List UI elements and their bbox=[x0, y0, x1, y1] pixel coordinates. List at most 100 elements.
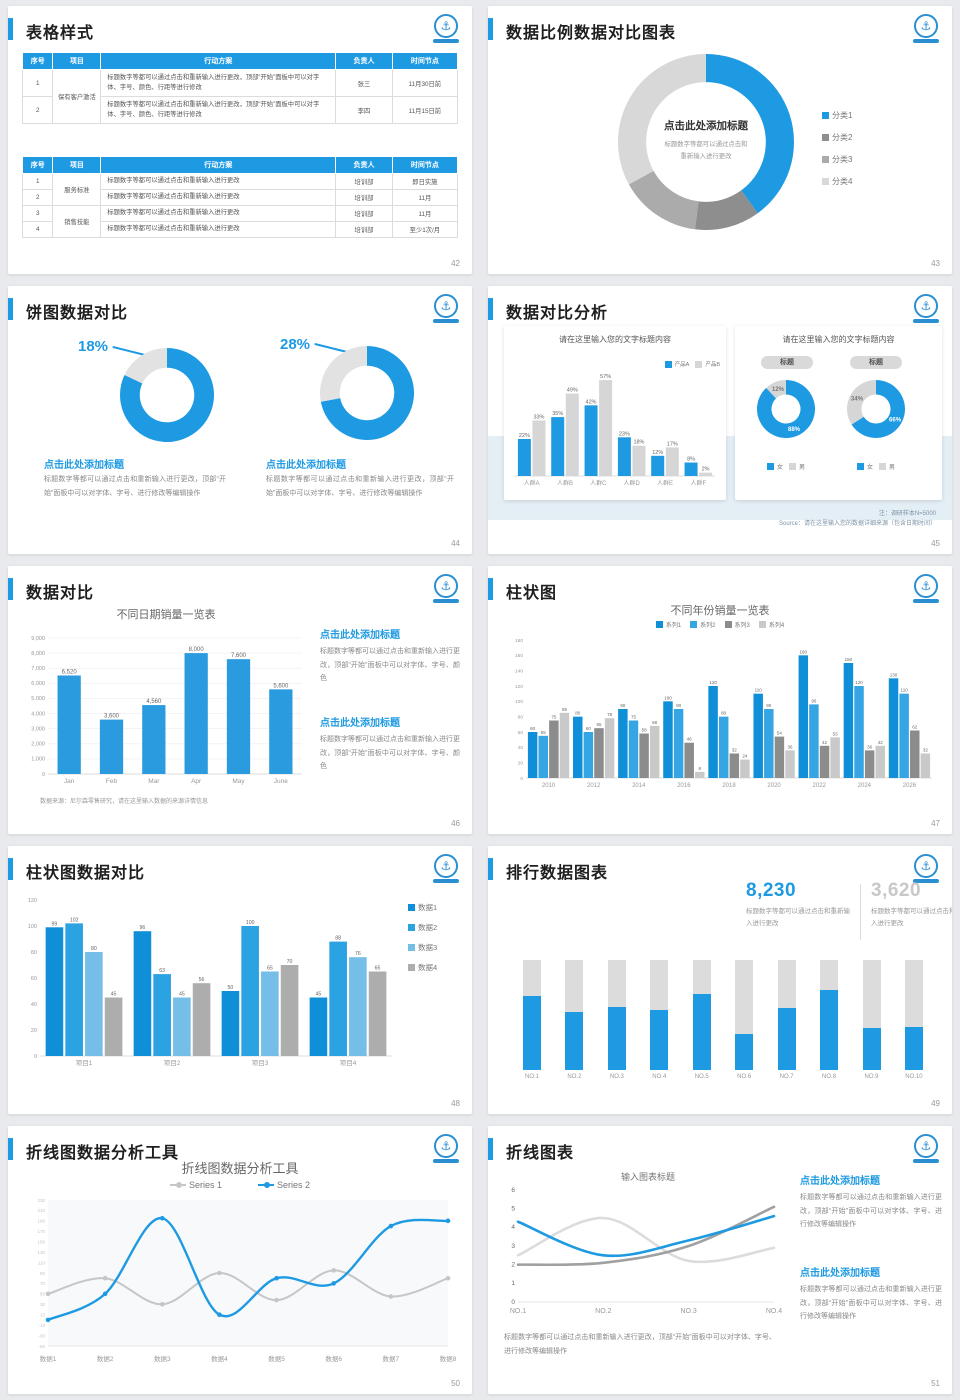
divider bbox=[860, 884, 861, 940]
svg-text:-10: -10 bbox=[38, 1323, 45, 1328]
svg-text:100: 100 bbox=[515, 699, 523, 705]
svg-text:170: 170 bbox=[37, 1229, 45, 1234]
bar-group: 3,600 bbox=[99, 714, 124, 774]
line-chart: 230 210 190 170 150 130 110 90 70 50 30 10 -10 -30 -50… bbox=[22, 1196, 458, 1369]
svg-text:数据2: 数据2 bbox=[97, 1354, 114, 1363]
bar-group: 110 90 54 36 bbox=[753, 688, 795, 778]
svg-text:5,600: 5,600 bbox=[273, 683, 289, 689]
block-heading: 点击此处添加标题 bbox=[800, 1268, 880, 1279]
slide-50-thumbnail[interactable]: 折线图数据分析工具 ⚓ 折线图数据分析工具 Series 1 Series 2 2… bbox=[8, 1126, 472, 1394]
table-row: 4 标题数字等都可以通过点击和重新输入进行更改 培训部 至少1次/月 bbox=[21, 221, 459, 238]
line-series bbox=[45, 1215, 451, 1323]
svg-text:65: 65 bbox=[375, 966, 381, 972]
page-number: 49 bbox=[931, 1099, 940, 1108]
svg-text:NO.2: NO.2 bbox=[595, 1308, 611, 1315]
stat-secondary: 3,620 标题数字等都可以通过点击和重新输入进行更改 bbox=[871, 880, 952, 940]
legend-item: 系列4 bbox=[758, 620, 784, 629]
bar-group: 80 60 65 78 bbox=[573, 711, 615, 778]
svg-text:3,000: 3,000 bbox=[31, 726, 45, 732]
stats-row: 8,230 标题数字等都可以通过点击和重新输入进行更改 3,620 标题数字等都… bbox=[746, 880, 952, 940]
block-heading: 点击此处添加标题 bbox=[800, 1176, 880, 1187]
donut-segment bbox=[628, 170, 699, 230]
anchor-logo-icon: ⚓ bbox=[432, 14, 460, 43]
svg-text:100: 100 bbox=[664, 695, 672, 700]
bar-chart-svg: 0 1,000 2,000 3,000 4,000 5,000 6,000 7,000 8,00… bbox=[31, 636, 302, 785]
svg-text:42: 42 bbox=[878, 740, 884, 745]
svg-text:17%: 17% bbox=[667, 441, 678, 447]
slide-47-thumbnail[interactable]: 柱状图 ⚓ 不同年份销量一览表 系列1 系列2 系列3 系列4 0 20 40 60 80 10… bbox=[488, 566, 952, 834]
svg-text:33%: 33% bbox=[533, 414, 544, 420]
donut-chart bbox=[120, 348, 214, 447]
svg-text:140: 140 bbox=[515, 668, 523, 674]
donut-chart: 88% 12% bbox=[757, 380, 815, 443]
bar-chart: 0 1,000 2,000 3,000 4,000 5,000 6,000 7,000 8,00… bbox=[18, 626, 310, 793]
slide-44-thumbnail[interactable]: 饼图数据对比 ⚓ 18% 点击此处添加标题 标题数字等都可以通过点击和重新输入进… bbox=[8, 286, 472, 554]
donut-legend: 女男 bbox=[753, 462, 819, 471]
table-header-cell: 负责人 bbox=[335, 52, 393, 70]
page-number: 47 bbox=[931, 819, 940, 828]
svg-text:32: 32 bbox=[732, 747, 738, 752]
page-number: 46 bbox=[451, 819, 460, 828]
donut-svg: 88% 12% bbox=[757, 380, 815, 438]
svg-text:May: May bbox=[232, 778, 245, 785]
svg-text:54: 54 bbox=[777, 731, 783, 736]
svg-text:6,520: 6,520 bbox=[62, 669, 78, 675]
svg-text:130: 130 bbox=[37, 1250, 45, 1255]
action-plan-table-2: 序号 项目 行动方案 负责人 时间节点 1 服务标准 标题数字等都可以通过点击和重新输入进行更… bbox=[21, 156, 459, 238]
slide-42-thumbnail[interactable]: 表格样式 ⚓ 序号 项目 行动方案 负责人 时间节点 1 保有客户激活 标题数字等都可以通过点… bbox=[8, 6, 472, 274]
svg-text:人群E: 人群E bbox=[657, 479, 673, 487]
table-row: 2 标题数字等都可以通过点击和重新输入进行更改 培训部 11月 bbox=[21, 189, 459, 206]
svg-text:2016: 2016 bbox=[677, 783, 691, 789]
table-row: 2 标题数字等都可以通过点击和重新输入进行更改，顶部“开始”面板中可以对字体、字号… bbox=[21, 96, 459, 124]
svg-text:120: 120 bbox=[28, 898, 37, 904]
bar-group: 8,000 bbox=[184, 647, 208, 774]
grouped-bar-chart: 0 20 40 60 80 100 120 项目1 99 102 80 45 项目2 96 63 45 56 项目… bbox=[18, 888, 398, 1075]
bar-chart-svg: 人群A 22% 33% 人群B 35% 49% 人群C 42% 57% 人群D 23%18% 人群E 1… bbox=[515, 374, 715, 487]
svg-text:2026: 2026 bbox=[903, 783, 917, 789]
grouped-bar-chart: 0 20 40 60 80 100 120 140 160 180 2010 60 55 75 85 2012… bbox=[502, 630, 938, 797]
slide-43-thumbnail[interactable]: 数据比例数据对比图表 ⚓ 点击此处添加标题 标题数字等都可以通过点击和 重新输入… bbox=[488, 6, 952, 274]
donut-svg bbox=[320, 346, 414, 440]
svg-text:项目4: 项目4 bbox=[340, 1059, 357, 1067]
svg-text:Feb: Feb bbox=[106, 778, 118, 785]
svg-text:88%: 88% bbox=[788, 427, 801, 433]
rank-bar: NO.3 bbox=[607, 960, 627, 1080]
svg-text:55: 55 bbox=[541, 730, 547, 735]
svg-text:18%: 18% bbox=[633, 440, 644, 446]
table-header-cell: 时间节点 bbox=[391, 156, 459, 174]
slide-48-thumbnail[interactable]: 柱状图数据对比 ⚓ 0 20 40 60 80 100 120 项目1 99 102 80 45 项目2… bbox=[8, 846, 472, 1114]
block-heading: 点击此处添加标题 bbox=[44, 460, 124, 471]
anchor-logo-icon: ⚓ bbox=[912, 854, 940, 883]
svg-text:4,000: 4,000 bbox=[31, 711, 45, 717]
block-body: 标题数字等都可以通过点击和重新输入进行更改，顶部“开始”面板中可以对字体、字号、… bbox=[44, 476, 226, 497]
anchor-logo-icon: ⚓ bbox=[432, 854, 460, 883]
anchor-logo-icon: ⚓ bbox=[912, 574, 940, 603]
svg-text:110: 110 bbox=[38, 1260, 46, 1265]
page-number: 48 bbox=[451, 1099, 460, 1108]
slide-title: 柱状图 bbox=[506, 585, 558, 602]
svg-text:230: 230 bbox=[37, 1198, 45, 1203]
svg-text:2024: 2024 bbox=[858, 783, 872, 789]
slide-45-thumbnail[interactable]: 数据对比分析 ⚓ 请在这里输入您的文字标题内容 产品A 产品B 人群A 22% 33%… bbox=[488, 286, 952, 554]
svg-text:110: 110 bbox=[901, 688, 909, 693]
donut-segment bbox=[618, 54, 706, 185]
title-accent-bar bbox=[488, 858, 493, 880]
bar-group: 160 96 42 53 bbox=[798, 649, 840, 778]
title-accent-bar bbox=[8, 578, 13, 600]
svg-text:120: 120 bbox=[855, 680, 863, 685]
donut-chart bbox=[320, 346, 414, 445]
svg-text:66%: 66% bbox=[889, 417, 902, 423]
bar-group: 35% 49% bbox=[551, 388, 579, 476]
svg-text:90: 90 bbox=[766, 703, 772, 708]
page-number: 44 bbox=[451, 539, 460, 548]
svg-text:2%: 2% bbox=[702, 467, 710, 473]
chart-title: 输入图表标题 bbox=[620, 1172, 675, 1182]
slide-49-thumbnail[interactable]: 排行数据图表 ⚓ 8,230 标题数字等都可以通过点击和重新输入进行更改 3,6… bbox=[488, 846, 952, 1114]
slide-46-thumbnail[interactable]: 数据对比 ⚓ 不同日期销量一览表 0 1,000 2,000 3,000 4,000 5,… bbox=[8, 566, 472, 834]
action-plan-table: 序号 项目 行动方案 负责人 时间节点 1 服务标准 标题数字等都可以通过点击和重新输入进行更… bbox=[21, 156, 459, 238]
page-number: 42 bbox=[451, 259, 460, 268]
bar-group: 99 102 80 45 bbox=[45, 917, 123, 1056]
stat-primary: 8,230 标题数字等都可以通过点击和重新输入进行更改 bbox=[746, 880, 850, 940]
slide-51-thumbnail[interactable]: 折线图表 ⚓ 输入图表标题 6 5 4 3 2 1 0 NO.1 NO.2 NO.3 NO.4 标题… bbox=[488, 1126, 952, 1394]
